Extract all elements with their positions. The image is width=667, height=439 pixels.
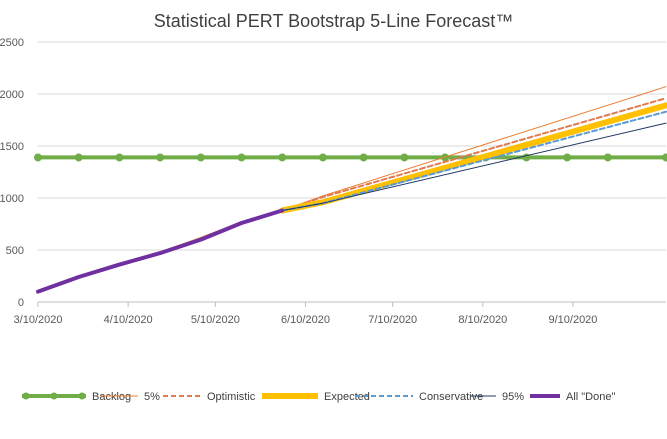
series-marker <box>603 153 612 162</box>
series-line <box>281 97 667 212</box>
series-marker <box>563 153 572 162</box>
x-tick-label: 4/10/2020 <box>104 314 153 326</box>
series-line <box>281 122 667 211</box>
x-tick-label: 9/10/2020 <box>548 314 597 326</box>
series-marker <box>74 153 83 162</box>
legend-swatch-marker <box>78 392 86 400</box>
legend-label: Expected <box>324 391 370 403</box>
x-tick-label: 8/10/2020 <box>458 314 507 326</box>
series-marker <box>278 153 287 162</box>
series-marker <box>662 153 667 162</box>
legend-label: 95% <box>502 391 524 403</box>
y-tick-label: 1500 <box>0 141 24 153</box>
legend-swatch-marker <box>50 392 58 400</box>
legend-label: Optimistic <box>207 391 256 403</box>
series-marker <box>115 153 124 162</box>
series-marker <box>359 153 368 162</box>
legend-label: Conservative <box>419 391 483 403</box>
series-marker <box>34 153 42 162</box>
series-line <box>36 208 285 294</box>
x-tick-label: 6/10/2020 <box>281 314 330 326</box>
series-marker <box>400 153 409 162</box>
x-tick-label: 7/10/2020 <box>368 314 417 326</box>
y-tick-label: 2500 <box>0 37 24 49</box>
series-marker <box>237 153 246 162</box>
x-tick-label: 3/10/2020 <box>14 314 63 326</box>
legend-label: Backlog <box>92 391 131 403</box>
y-tick-label: 2000 <box>0 89 24 101</box>
series-marker <box>196 153 205 162</box>
y-tick-label: 0 <box>18 297 24 309</box>
x-tick-label: 5/10/2020 <box>191 314 240 326</box>
series-layer <box>34 86 667 294</box>
legend: Backlog 5% Optimistic Expected Conservative 9… <box>22 391 615 403</box>
y-tick-label: 500 <box>6 245 24 257</box>
y-tick-label: 1000 <box>0 193 24 205</box>
chart-title: Statistical PERT Bootstrap 5-Line Foreca… <box>153 11 514 31</box>
gridlines <box>38 41 666 251</box>
axes: 0 500 1000 1500 2000 2500 3/10/2020 4/10/2020 5/… <box>0 37 666 326</box>
legend-label: All "Done" <box>566 391 615 403</box>
legend-swatch-marker <box>22 392 30 400</box>
legend-label: 5% <box>144 391 160 403</box>
series-marker <box>318 153 327 162</box>
series-marker <box>156 153 165 162</box>
